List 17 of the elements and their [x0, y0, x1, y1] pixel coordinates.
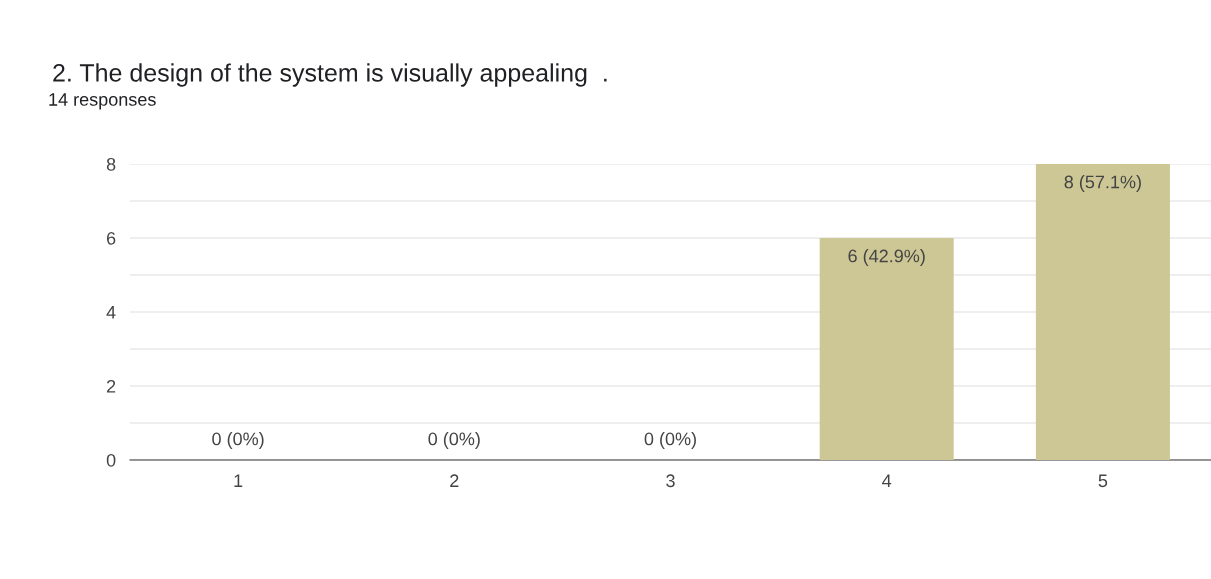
data-label: 8 (57.1%): [1064, 175, 1141, 192]
data-label: 0 (0%): [428, 432, 480, 449]
x-tick-label: 5: [1098, 474, 1108, 488]
data-label: 0 (0%): [212, 432, 264, 449]
y-tick-label: 2: [106, 379, 116, 393]
chart-title: 2. The design of the system is visually appealing .: [53, 63, 607, 87]
y-tick-label: 8: [106, 157, 116, 171]
data-label: 0 (0%): [644, 432, 696, 449]
x-tick-label: 3: [666, 474, 675, 488]
x-tick-label: 1: [234, 474, 243, 487]
x-tick-label: 2: [450, 474, 459, 487]
y-tick-label: 6: [106, 231, 116, 245]
x-tick-label: 4: [882, 474, 892, 487]
chart-subtitle: 14 responses: [49, 93, 156, 110]
data-label: 6 (42.9%): [848, 249, 925, 266]
y-tick-label: 4: [106, 306, 116, 319]
y-tick-label: 0: [106, 453, 116, 467]
